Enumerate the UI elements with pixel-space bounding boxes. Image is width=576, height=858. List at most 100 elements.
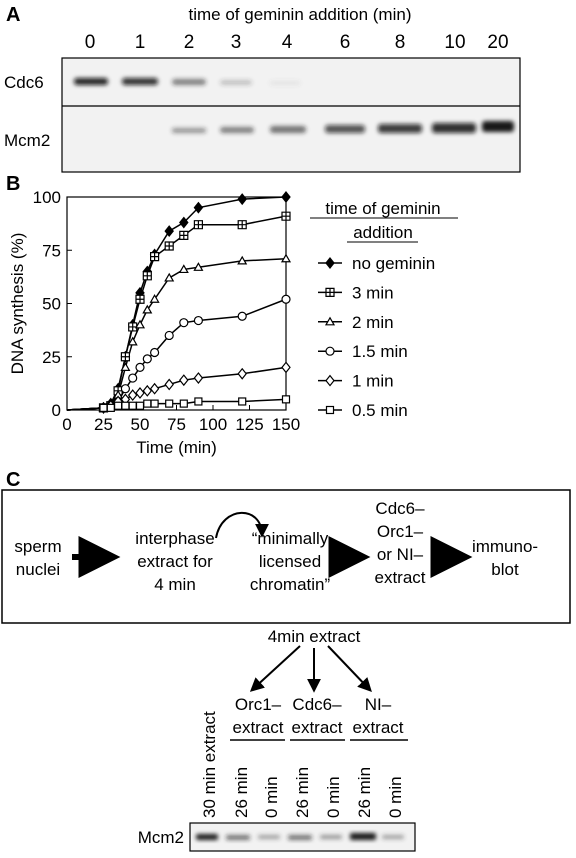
point: [193, 220, 203, 230]
point: [193, 262, 204, 271]
row-label: Mcm2: [4, 131, 50, 150]
x-axis-label: Time (min): [136, 438, 217, 457]
x-tick-label: 50: [131, 415, 150, 434]
y-tick-label: 25: [42, 348, 61, 367]
point: [113, 401, 123, 410]
y-tick-label: 0: [52, 401, 61, 420]
point: [194, 397, 203, 406]
legend-marker: [325, 405, 335, 415]
point: [238, 397, 247, 406]
point: [143, 399, 152, 408]
branch-label: NI–: [365, 695, 392, 714]
point: [281, 361, 291, 374]
legend-label: 2 min: [352, 313, 394, 332]
series-line: [66, 258, 287, 411]
point: [127, 336, 138, 346]
point: [280, 253, 292, 263]
lane-label: 26 min: [355, 767, 374, 818]
step-label: sperm: [14, 537, 61, 556]
panel-label: B: [6, 173, 20, 195]
blot-a: [61, 57, 521, 173]
lane-label: 3: [231, 32, 242, 53]
point: [281, 395, 291, 404]
step-label: Orc1–: [377, 522, 424, 541]
point: [106, 403, 115, 412]
point: [99, 403, 108, 412]
legend-marker: [325, 346, 335, 356]
point: [121, 401, 130, 410]
step-label: Cdc6–: [375, 499, 425, 518]
point: [150, 347, 160, 358]
blot-title: time of geminin addition (min): [189, 5, 412, 24]
point: [164, 272, 175, 282]
step-label: “minimally: [252, 529, 329, 548]
point: [120, 352, 130, 362]
point: [135, 386, 145, 399]
point: [281, 191, 291, 203]
point: [135, 294, 145, 304]
panel-label: C: [6, 469, 20, 491]
point: [179, 230, 189, 240]
row-label: Cdc6: [4, 73, 44, 92]
point: [237, 311, 247, 321]
step-label: interphase: [135, 529, 214, 548]
point: [237, 255, 248, 265]
x-tick-label: 75: [167, 415, 186, 434]
point: [193, 372, 204, 385]
step-label: licensed: [259, 552, 321, 571]
point: [135, 401, 145, 410]
point: [142, 384, 153, 397]
flow-box: [1, 489, 571, 624]
lane-label: 20: [487, 32, 508, 53]
point: [179, 318, 189, 328]
x-tick-label: 150: [272, 415, 300, 434]
point: [150, 252, 160, 262]
legend-title: addition: [353, 223, 413, 242]
step-label: chromatin”: [250, 575, 331, 594]
source-label: 4min extract: [268, 627, 361, 646]
branch-label: extract: [291, 718, 342, 737]
point: [179, 216, 189, 229]
step-label: extract: [374, 568, 425, 587]
point: [281, 211, 291, 221]
legend-label: no geminin: [352, 254, 435, 273]
point: [193, 201, 204, 214]
series-line: [66, 298, 287, 411]
point: [142, 304, 153, 314]
branch-label: extract: [352, 718, 403, 737]
lane-label: 4: [282, 32, 293, 53]
point: [128, 401, 137, 410]
lane-label: 0 min: [262, 776, 281, 818]
step-label: or NI–: [377, 545, 424, 564]
lane-label: 26 min: [232, 767, 251, 818]
point: [164, 225, 174, 238]
lane-label: 6: [340, 32, 351, 53]
branch-label: Orc1–: [235, 695, 282, 714]
lane-label: 0 min: [324, 776, 343, 818]
point: [165, 399, 174, 408]
lane-label: 26 min: [293, 767, 312, 818]
point: [149, 294, 160, 303]
x-tick-label: 125: [235, 415, 263, 434]
legend-marker: [325, 374, 335, 387]
point: [127, 389, 138, 402]
point: [120, 384, 131, 394]
point: [134, 319, 146, 329]
point: [237, 193, 247, 206]
legend-label: 3 min: [352, 283, 394, 302]
point: [164, 241, 174, 251]
plot-frame: [66, 196, 287, 411]
point: [128, 373, 138, 383]
x-tick-label: 100: [199, 415, 227, 434]
lane-label: 0: [85, 32, 96, 53]
legend-title: time of geminin: [325, 199, 440, 218]
series-line: [66, 215, 287, 411]
lane-label: 8: [395, 32, 406, 53]
step-label: immuno-: [472, 537, 538, 556]
row-label: Mcm2: [138, 828, 184, 847]
point: [150, 399, 159, 408]
x-tick-label: 25: [94, 415, 113, 434]
point: [237, 220, 247, 230]
step-label: extract for: [137, 552, 213, 571]
